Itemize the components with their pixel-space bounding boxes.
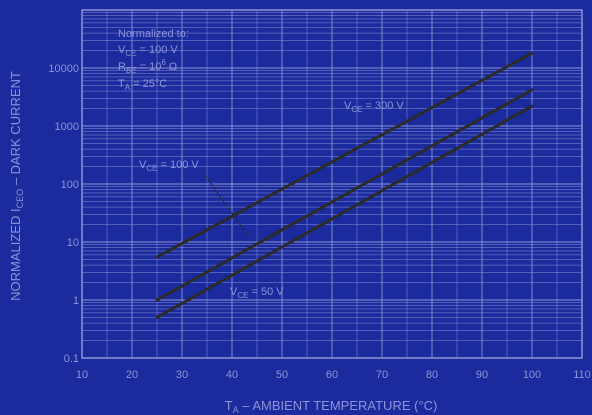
x-tick-label: 50 [276, 369, 288, 381]
series-label-50v: VCE = 50 V [230, 286, 284, 300]
note-line-4: TA = 25°C [118, 78, 167, 92]
curves [155, 51, 534, 319]
x-tick-label: 60 [326, 369, 338, 381]
series-label-100v: VCE = 100 V [139, 159, 199, 173]
note-line-1: Normalized to: [118, 28, 189, 40]
series-line-1 [155, 88, 534, 302]
y-axis-label-main: NORMALIZED I [8, 208, 23, 300]
x-axis-label-rest: – AMBIENT TEMPERATURE (°C) [239, 398, 438, 413]
x-tick-label: 100 [523, 369, 541, 381]
y-tick-label: 1 [73, 295, 79, 307]
x-tick-label: 110 [573, 369, 591, 381]
x-tick-label: 20 [126, 369, 138, 381]
y-tick-label: 1000 [55, 121, 79, 133]
x-axis-label-sub: A [233, 405, 239, 415]
x-tick-label: 40 [226, 369, 238, 381]
y-axis-label-rest: – DARK CURRENT [8, 71, 23, 189]
tick-labels: 10 20 30 40 50 60 70 80 90 100 1100.11101001000100… [48, 63, 590, 381]
x-tick-label: 70 [376, 369, 388, 381]
y-tick-label: 10000 [48, 63, 79, 75]
note-line-2: VCE = 100 V [118, 44, 178, 58]
x-axis-label-main: T [225, 398, 233, 413]
y-axis-label-sub: CEO [15, 189, 25, 209]
x-tick-label: 10 [76, 369, 88, 381]
series-line-0 [155, 51, 534, 259]
series-label-300v: VCE = 300 V [344, 100, 404, 114]
y-tick-label: 100 [61, 179, 79, 191]
x-axis-label: TA – AMBIENT TEMPERATURE (°C) [225, 398, 438, 415]
note-line-3: RBE = 106 Ω [118, 58, 177, 75]
y-tick-label: 0.1 [64, 353, 79, 365]
normalization-note: Normalized to: VCE = 100 V RBE = 106 Ω T… [118, 28, 189, 92]
x-tick-label: 80 [426, 369, 438, 381]
y-tick-label: 10 [67, 237, 79, 249]
series-label-100v-leader [204, 174, 249, 237]
plot-frame [81, 9, 583, 359]
grid [81, 9, 583, 359]
series-labels: VCE = 300 V VCE = 100 V VCE = 50 V [139, 100, 404, 300]
y-axis-label: NORMALIZED ICEO – DARK CURRENT [8, 71, 25, 301]
series-line-2 [155, 104, 534, 319]
x-tick-label: 30 [176, 369, 188, 381]
x-tick-label: 90 [476, 369, 488, 381]
